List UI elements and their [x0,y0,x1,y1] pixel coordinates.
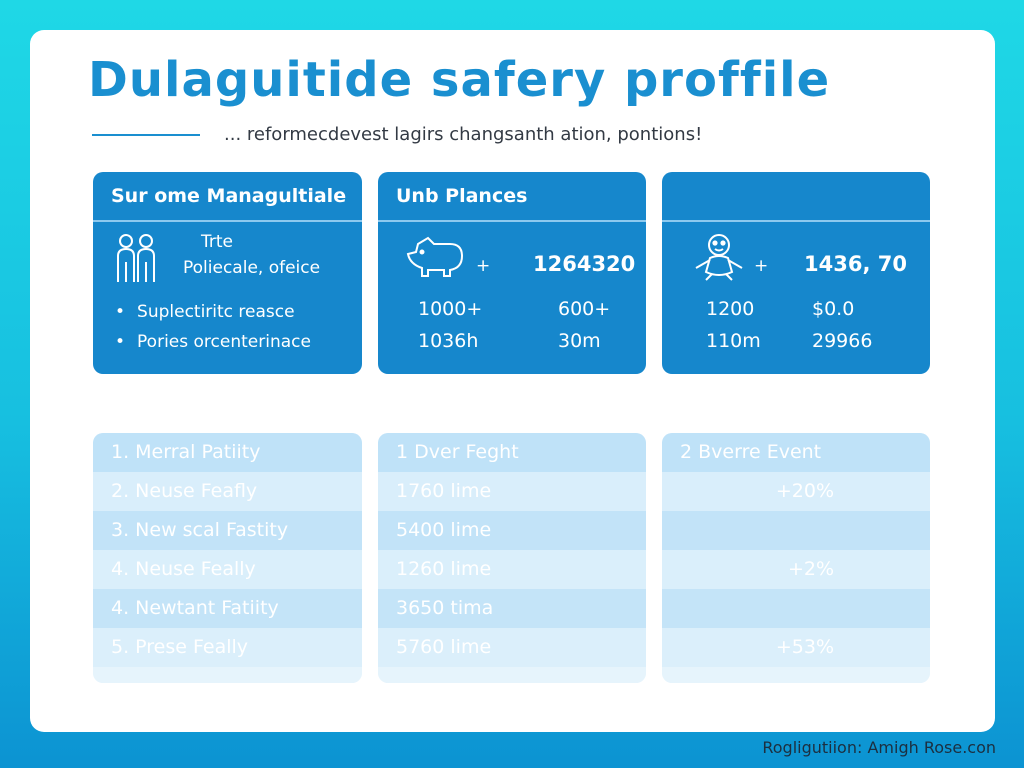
list-item: 5. Prese Feally [93,628,362,667]
list-item: 1 Dver Feght [378,433,646,472]
list-item: 5760 lime [378,628,646,667]
stat-value: $0.0 [812,298,855,320]
plus-sign: + [476,256,491,276]
icon-caption-text: Poliecale, ofeice [183,258,321,278]
fatality-list: 1. Merral Patiity 2. Neuse Feafly 3. New… [93,433,362,683]
list-item [662,511,930,550]
big-value: 1264320 [533,252,636,276]
event-list: 2 Bverre Event +20% +2% +53% [662,433,930,683]
plus-sign: + [754,256,769,276]
list-item: 3650 tima [378,589,646,628]
bullet-item: Suplectiritc reasce [115,302,295,322]
list-item: 2. Neuse Feafly [93,472,362,511]
stat-value: 30m [558,330,601,352]
big-value: 1436, 70 [804,252,907,276]
list-item: 4. Newtant Fatiity [93,589,362,628]
page-title: Dulaguitide safery proffile [88,52,831,108]
icon-caption-title: Trte [201,232,233,252]
stat-value: 600+ [558,298,611,320]
panel-header: Sur ome Managultiale [93,172,362,222]
panel-header: Unb Plances [378,172,646,222]
list-item: 1760 lime [378,472,646,511]
list-item: 5400 lime [378,511,646,550]
event-stats-panel: + 1436, 70 1200 $0.0 110m 29966 [662,172,930,374]
list-item: 1260 lime [378,550,646,589]
stat-value: 1036h [418,330,479,352]
time-list: 1 Dver Feght 1760 lime 5400 lime 1260 li… [378,433,646,683]
list-footer [93,667,362,683]
list-item: 1. Merral Patiity [93,433,362,472]
list-item: +53% [662,628,930,667]
list-item: +20% [662,472,930,511]
stat-value: 1000+ [418,298,483,320]
list-item: 2 Bverre Event [662,433,930,472]
stat-value: 29966 [812,330,873,352]
unb-plances-panel: Unb Plances + 1264320 1000+ 600+ 1036h 3… [378,172,646,374]
bullet-item: Pories orcenterinace [115,332,311,352]
list-item [662,589,930,628]
title-underline [92,134,200,136]
list-item: 4. Neuse Feally [93,550,362,589]
panel-header [662,172,930,222]
list-footer [662,667,930,683]
stat-value: 1200 [706,298,755,320]
footer-credit: Rogligutiion: Amigh Rose.con [762,738,996,757]
page-subtitle: ... reformecdevest lagirs changsanth ati… [224,124,703,145]
summary-panel: Sur ome Managultiale Trte Poliecale, ofe… [93,172,362,374]
list-item: 3. New scal Fastity [93,511,362,550]
list-item: +2% [662,550,930,589]
stat-value: 110m [706,330,761,352]
list-footer [378,667,646,683]
